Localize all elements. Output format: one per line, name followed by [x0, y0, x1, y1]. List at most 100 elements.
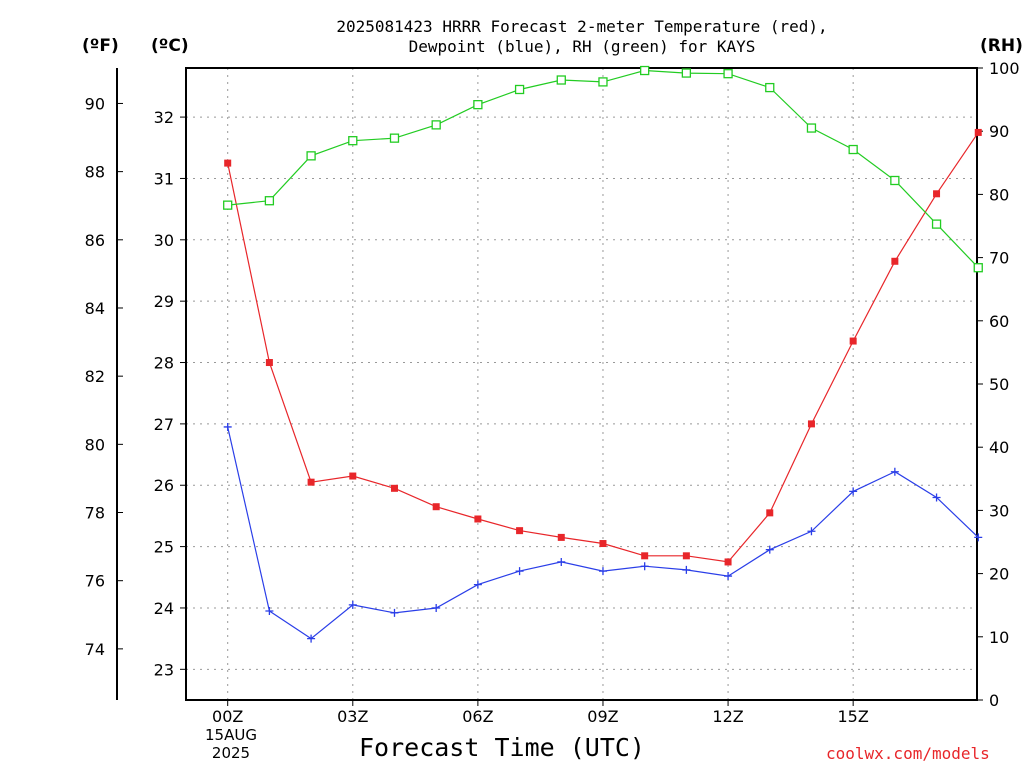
rh-tick-label: 90 [989, 122, 1009, 141]
rh-point [223, 200, 233, 210]
rh-point [473, 100, 483, 110]
unit-celsius-label: (ºC) [151, 36, 189, 56]
fahrenheit-tick-label: 82 [85, 367, 105, 386]
rh-point [306, 151, 316, 161]
dewpoint-point [390, 608, 399, 617]
x-axis-label: Forecast Time (UTC) [359, 733, 645, 762]
dewpoint-point [890, 467, 899, 476]
unit-fahrenheit-label: (ºF) [82, 36, 119, 56]
x-tick-label: 06Z [462, 707, 493, 726]
rh-tick-label: 100 [989, 59, 1020, 78]
dewpoint-point [223, 422, 232, 431]
rh-tick-label: 60 [989, 312, 1009, 331]
x-tick-label: 15Z [837, 707, 868, 726]
temperature-point [349, 472, 357, 480]
dewpoint-point [598, 567, 607, 576]
rh-point [681, 68, 692, 78]
dewpoint-point [849, 487, 858, 496]
dewpoint-line [227, 426, 979, 640]
dewpoint-point [724, 572, 733, 581]
temperature-point [891, 257, 899, 265]
rh-point [598, 77, 608, 87]
fahrenheit-tick-label: 78 [85, 504, 105, 523]
temperature-point [474, 515, 482, 523]
rh-point [973, 263, 983, 273]
rh-tick-label: 80 [989, 185, 1009, 204]
temperature-point [224, 159, 232, 167]
dewpoint-point [348, 600, 357, 609]
x-tick-label: 00Z [212, 707, 243, 726]
rh-point [431, 120, 441, 130]
temperature-point [807, 420, 815, 428]
rh-point [890, 175, 900, 186]
date-label-year: 2025 [211, 744, 251, 762]
rh-point [806, 123, 817, 133]
rh-point [264, 196, 275, 206]
rh-tick-label: 10 [989, 628, 1009, 647]
rh-point [389, 133, 400, 143]
dewpoint-point [432, 603, 441, 612]
temperature-point [265, 359, 273, 367]
celsius-tick-label: 27 [154, 415, 174, 434]
temperature-point [390, 484, 398, 492]
rh-point [640, 65, 650, 76]
celsius-tick-label: 23 [154, 660, 174, 679]
fahrenheit-tick-label: 84 [85, 299, 105, 318]
dewpoint-point [640, 562, 649, 571]
rh-point [723, 69, 733, 79]
rh-point [556, 75, 566, 85]
rh-tick-label: 30 [989, 501, 1009, 520]
x-tick-label: 03Z [337, 707, 368, 726]
rh-point [765, 82, 775, 93]
temperature-point [516, 527, 524, 535]
dewpoint-point [932, 493, 941, 502]
temperature-point [724, 558, 732, 566]
temperature-point [557, 533, 565, 541]
temperature-point [766, 509, 774, 517]
temperature-point [682, 552, 690, 560]
fahrenheit-tick-label: 86 [85, 231, 105, 250]
celsius-tick-label: 29 [154, 292, 174, 311]
rh-point [931, 219, 942, 229]
dewpoint-point [307, 634, 316, 643]
celsius-tick-label: 31 [154, 169, 174, 188]
chart-title-line2: Dewpoint (blue), RH (green) for KAYS [408, 37, 756, 56]
dewpoint-point [473, 580, 482, 589]
date-label-day: 15AUG [205, 726, 257, 744]
fahrenheit-tick-label: 74 [85, 640, 105, 659]
credit-link[interactable]: coolwx.com/models [826, 744, 990, 763]
x-tick-label: 12Z [712, 707, 743, 726]
rh-tick-label: 40 [989, 438, 1009, 457]
rh-point [348, 136, 358, 146]
celsius-tick-label: 28 [154, 354, 174, 373]
unit-rh-label: (RH) [980, 36, 1023, 56]
dewpoint-point [682, 565, 691, 574]
temperature-point [974, 128, 982, 136]
rh-tick-label: 70 [989, 249, 1009, 268]
dewpoint-point [974, 533, 983, 542]
temperature-point [641, 552, 649, 560]
plot-frame [185, 67, 978, 701]
rh-line [227, 69, 979, 269]
fahrenheit-tick-label: 88 [85, 163, 105, 182]
temperature-point [432, 503, 440, 511]
rh-point [848, 144, 858, 155]
dewpoint-point [515, 567, 524, 576]
dewpoint-point [765, 545, 774, 554]
celsius-tick-label: 26 [154, 476, 174, 495]
rh-tick-label: 50 [989, 375, 1009, 394]
temperature-point [933, 190, 941, 198]
celsius-tick-label: 32 [154, 108, 174, 127]
fahrenheit-tick-label: 90 [85, 94, 105, 113]
temperature-point [849, 337, 857, 345]
rh-point [514, 84, 525, 95]
temperature-point [307, 478, 315, 486]
dewpoint-point [807, 527, 816, 536]
rh-tick-label: 20 [989, 565, 1009, 584]
celsius-tick-label: 30 [154, 231, 174, 250]
rh-tick-label: 0 [989, 691, 999, 710]
fahrenheit-tick-label: 76 [85, 572, 105, 591]
dewpoint-point [557, 557, 566, 566]
chart-title-line1: 2025081423 HRRR Forecast 2-meter Tempera… [336, 17, 828, 36]
